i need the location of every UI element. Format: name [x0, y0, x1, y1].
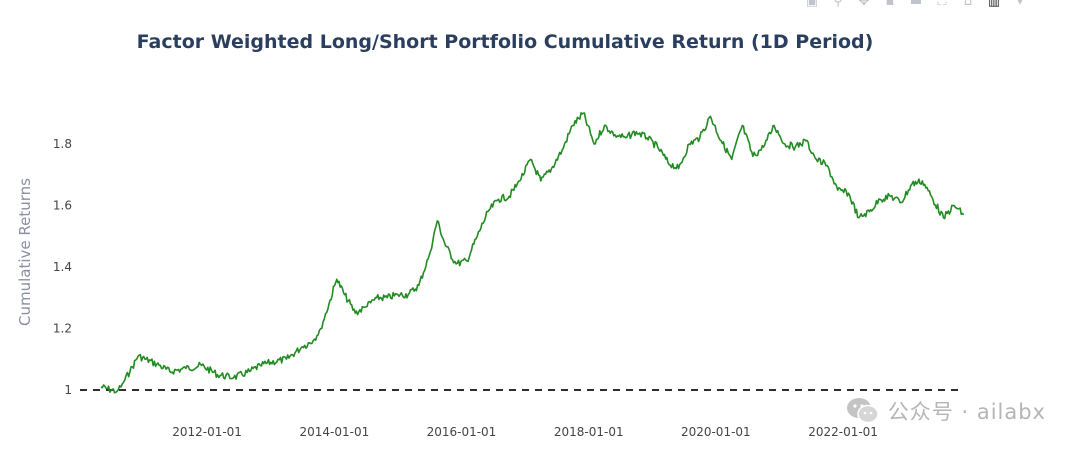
x-tick-label: 2016-01-01 [427, 425, 497, 439]
pan-icon[interactable]: ✥ [858, 0, 870, 9]
y-axis-label: Cumulative Returns [16, 178, 34, 326]
x-tick-label: 2018-01-01 [554, 425, 624, 439]
spikelines-icon[interactable]: ▥ [987, 0, 1001, 9]
series-line-cumulative-returns [100, 112, 965, 394]
zoom-icon[interactable]: ⚲ [833, 0, 843, 9]
zoom-out-icon[interactable]: ▬ [909, 0, 923, 9]
x-tick-label: 2012-01-01 [172, 425, 242, 439]
x-tick-label: 2020-01-01 [681, 425, 751, 439]
y-axis-ticks: 1 1.2 1.4 1.6 1.8 [53, 137, 72, 397]
chart-title: Factor Weighted Long/Short Portfolio Cum… [137, 31, 874, 53]
watermark-text: 公众号 · ailabx [887, 400, 1046, 424]
x-axis-ticks: 2012-01-01 2014-01-01 2016-01-01 2018-01-01… [172, 425, 878, 439]
y-tick-label: 1.8 [53, 137, 72, 151]
home-icon[interactable]: ⌂ [963, 0, 973, 9]
y-tick-label: 1 [64, 383, 72, 397]
chart-modebar: ▣ ⚲ ✥ ▪ ▬ ⛶ ⌂ ▥ ▾ [804, 0, 1028, 9]
autoscale-icon[interactable]: ⛶ [937, 0, 947, 9]
x-tick-label: 2014-01-01 [299, 425, 369, 439]
watermark: 公众号 · ailabx [846, 396, 1046, 426]
x-tick-label: 2022-01-01 [808, 425, 878, 439]
wechat-icon [846, 398, 879, 424]
toggle-hover-icon[interactable]: ▾ [1016, 0, 1024, 9]
y-tick-label: 1.6 [53, 198, 72, 212]
camera-icon[interactable]: ▣ [805, 0, 819, 9]
zoom-in-icon[interactable]: ▪ [885, 0, 895, 9]
y-tick-label: 1.2 [53, 321, 72, 335]
y-tick-label: 1.4 [53, 260, 72, 274]
